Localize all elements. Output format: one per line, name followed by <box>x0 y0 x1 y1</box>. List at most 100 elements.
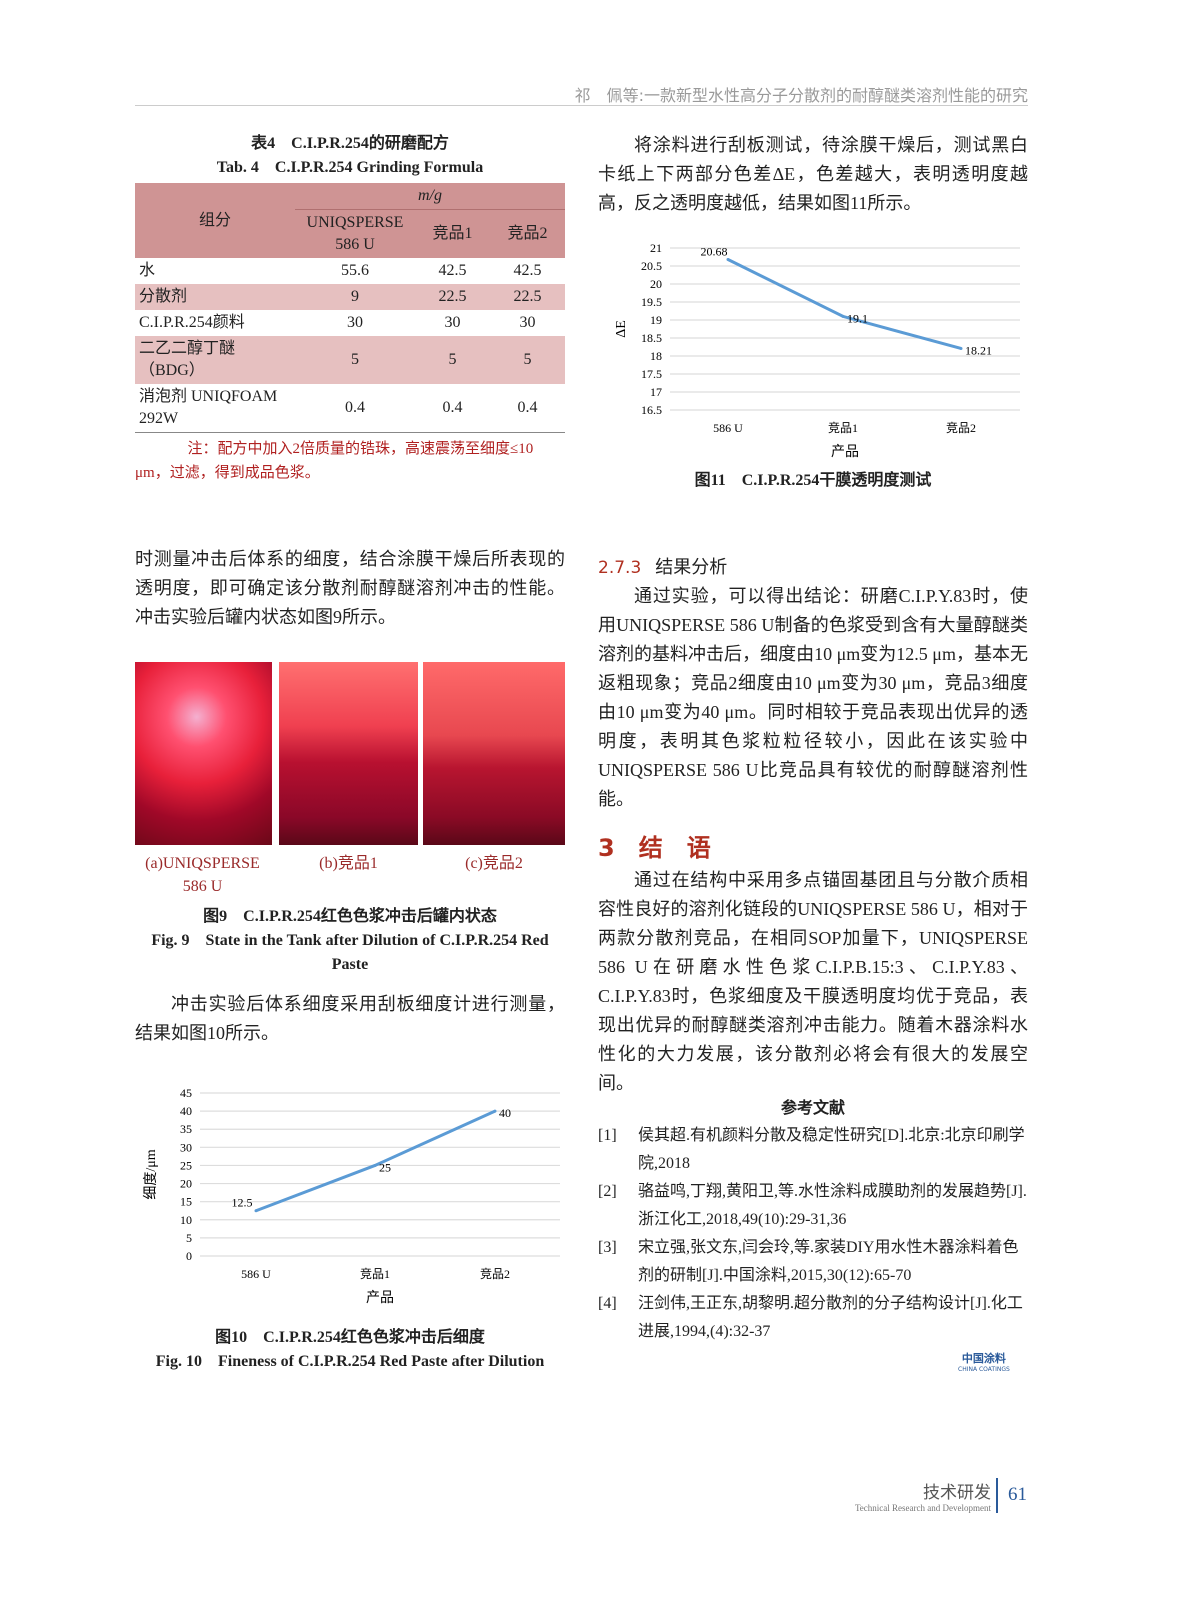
y-tick-label: 40 <box>180 1104 192 1118</box>
y-tick-label: 18.5 <box>641 331 662 345</box>
data-label: 20.68 <box>701 245 728 259</box>
y-tick-label: 21 <box>650 241 662 255</box>
cell: 5 <box>448 351 457 368</box>
y-tick-label: 20.5 <box>641 259 662 273</box>
data-point <box>373 1163 377 1167</box>
y-tick-label: 25 <box>180 1158 192 1172</box>
photo-c-label: (c)竞品2 <box>465 855 523 872</box>
row-label: 分散剂 <box>139 288 188 305</box>
fig9-caption-en: Fig. 9 State in the Tank after Dilution … <box>151 932 549 973</box>
left-paragraph-2: 冲击实验后体系细度采用刮板细度计进行测量，结果如图10所示。 <box>135 994 565 1043</box>
photo-a <box>135 662 272 845</box>
row-label: C.I.P.R.254颜料 <box>139 314 245 331</box>
x-tick-label: 竞品1 <box>828 421 858 435</box>
reference-number: [2] <box>598 1183 617 1200</box>
reference-number: [1] <box>598 1127 617 1144</box>
reference-item: [3] 宋立强,张文东,闫会玲,等.家装DIY用水性木器涂料着色剂的研制[J].中… <box>598 1234 1028 1290</box>
data-point <box>959 346 963 350</box>
y-tick-label: 10 <box>180 1213 192 1227</box>
photo-a-label: (a)UNIQSPERSE 586 U <box>145 855 260 895</box>
section-3-heading: 3 结 语 <box>598 834 711 862</box>
fig9-caption-cn: 图9 C.I.P.R.254红色色浆冲击后罐内状态 <box>203 908 497 925</box>
logo-en: CHINA COATINGS <box>958 1366 1010 1373</box>
series-line <box>727 258 962 350</box>
china-coatings-logo: 中国涂料 CHINA COATINGS <box>958 1350 1010 1373</box>
cell: 5 <box>351 351 359 368</box>
data-point <box>726 258 730 262</box>
cell: 0.4 <box>517 399 538 416</box>
table-note: 注：配方中加入2倍质量的锆珠，高速震荡至细度≤10 μm，过滤，得到成品色浆。 <box>135 441 534 481</box>
cell: 30 <box>519 314 536 331</box>
col-header: 竞品2 <box>507 225 548 242</box>
col-header: UNIQSPERSE 586 U <box>306 214 404 253</box>
y-tick-label: 18 <box>650 349 662 363</box>
reference-text: 汪剑伟,王正东,胡黎明.超分散剂的分子结构设计[J].化工进展,1994,(4)… <box>638 1295 1023 1340</box>
reference-item: [1] 侯其超.有机颜料分散及稳定性研究[D].北京:北京印刷学院,2018 <box>598 1122 1028 1178</box>
data-label: 19.1 <box>847 311 868 325</box>
cell: 42.5 <box>513 262 542 279</box>
cell: 30 <box>444 314 461 331</box>
y-tick-label: 45 <box>180 1086 192 1100</box>
page-number: 61 <box>1008 1484 1027 1505</box>
fig10-caption-en: Fig. 10 Fineness of C.I.P.R.254 Red Past… <box>155 1353 545 1370</box>
section-2-7-3-heading: 2.7.3 结果分析 <box>598 553 727 583</box>
y-tick-label: 5 <box>186 1231 192 1245</box>
x-tick-label: 竞品2 <box>946 421 976 435</box>
y-axis-label: ΔE <box>614 320 629 338</box>
table-row: 分散剂 9 22.5 22.5 <box>135 284 565 310</box>
x-tick-label: 竞品1 <box>360 1267 390 1281</box>
table-4: 表4 C.I.P.R.254的研磨配方 Tab. 4 C.I.P.R.254 G… <box>135 132 565 485</box>
x-tick-label: 竞品2 <box>480 1267 510 1281</box>
footer-section-en: Technical Research and Development <box>854 1503 991 1513</box>
cell: 30 <box>347 314 363 331</box>
table-row: 消泡剂 UNIQFOAM 292W 0.4 0.4 0.4 <box>135 384 565 433</box>
y-tick-label: 17 <box>650 385 662 399</box>
fig10-caption-cn: 图10 C.I.P.R.254红色色浆冲击后细度 <box>215 1329 485 1346</box>
data-label: 12.5 <box>232 1196 253 1210</box>
data-point <box>493 1109 497 1113</box>
fig11-caption-cn: 图11 C.I.P.R.254干膜透明度测试 <box>694 472 932 489</box>
table-title-cn: 表4 C.I.P.R.254的研磨配方 <box>251 135 449 152</box>
row-label: 消泡剂 UNIQFOAM 292W <box>139 388 278 427</box>
col-unit: m/g <box>295 183 565 210</box>
y-tick-label: 0 <box>186 1249 192 1263</box>
y-tick-label: 16.5 <box>641 403 662 417</box>
y-tick-label: 35 <box>180 1122 192 1136</box>
y-tick-label: 30 <box>180 1140 192 1154</box>
x-axis-label: 产品 <box>831 444 859 460</box>
references-title: 参考文献 <box>780 1100 845 1117</box>
data-label: 40 <box>499 1106 511 1120</box>
footer-section: 技术研发 Technical Research and Development <box>820 1478 998 1513</box>
y-tick-label: 20 <box>650 277 662 291</box>
y-tick-label: 20 <box>180 1177 192 1191</box>
y-tick-label: 17.5 <box>641 367 662 381</box>
photo-c <box>423 662 565 845</box>
reference-text: 侯其超.有机颜料分散及稳定性研究[D].北京:北京印刷学院,2018 <box>638 1127 1025 1172</box>
section-title: 结果分析 <box>655 557 728 577</box>
data-label: 25 <box>379 1160 391 1174</box>
reference-number: [3] <box>598 1239 617 1256</box>
data-point <box>254 1209 258 1213</box>
cell: 0.4 <box>442 399 463 416</box>
y-tick-label: 15 <box>180 1195 192 1209</box>
reference-item: [2] 骆益鸣,丁翔,黄阳卫,等.水性涂料成膜助剂的发展趋势[J].浙江化工,20… <box>598 1178 1028 1234</box>
cell: 22.5 <box>513 288 542 305</box>
cell: 42.5 <box>438 262 467 279</box>
running-header: 祁 佩等:一款新型水性高分子分散剂的耐醇醚类溶剂性能的研究 <box>135 82 1028 106</box>
photo-b-label: (b)竞品1 <box>319 855 378 872</box>
data-point <box>841 314 845 318</box>
right-paragraph-1: 将涂料进行刮板测试，待涂膜干燥后，测试黑白卡纸上下两部分色差ΔE，色差越大，表明… <box>598 135 1028 213</box>
table-row: C.I.P.R.254颜料 30 30 30 <box>135 310 565 336</box>
right-paragraph-3: 通过在结构中采用多点锚固基团且与分散介质相容性良好的溶剂化链段的UNIQSPER… <box>598 870 1028 1093</box>
series-line <box>255 1109 496 1213</box>
y-tick-label: 19.5 <box>641 295 662 309</box>
reference-number: [4] <box>598 1295 617 1312</box>
logo-cn: 中国涂料 <box>961 1352 1006 1365</box>
left-paragraph-1: 时测量冲击后体系的细度，结合涂膜干燥后所表现的透明度，即可确定该分散剂耐醇醚溶剂… <box>135 549 565 627</box>
fig11-chart: 21 20.5 20 19.5 19 18.5 18 17.5 17 16.5 20.68 19.1 1… <box>614 241 1020 460</box>
table-title-en: Tab. 4 C.I.P.R.254 Grinding Formula <box>216 159 484 176</box>
table-row: 二乙二醇丁醚（BDG） 5 5 5 <box>135 336 565 384</box>
fig10-chart: 45 40 35 30 25 20 15 10 5 0 12.5 25 40 586 U 竞品1 竞品2 产品 细… <box>143 1086 560 1306</box>
row-label: 水 <box>139 262 156 279</box>
data-label: 18.21 <box>965 343 992 357</box>
